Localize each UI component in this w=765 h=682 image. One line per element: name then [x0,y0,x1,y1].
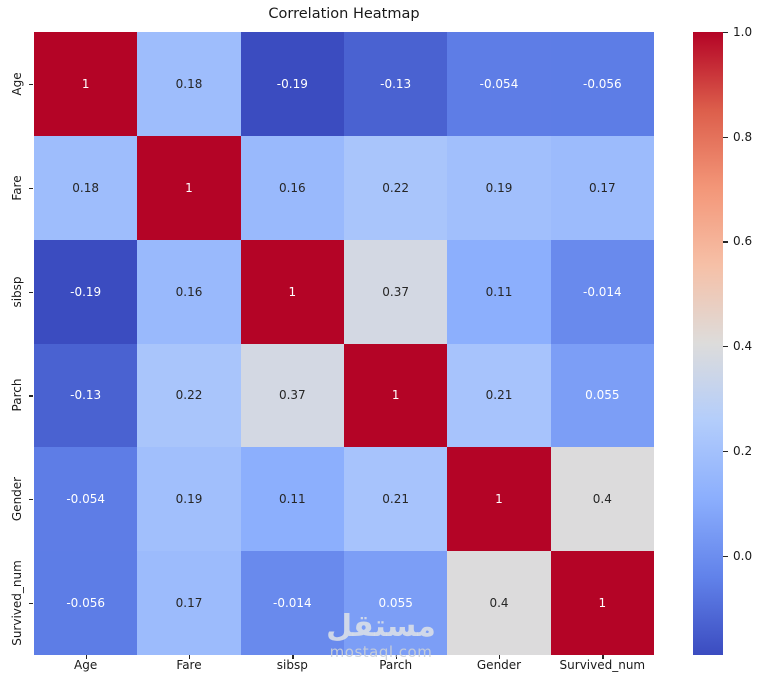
heatmap-cell: 0.16 [137,239,241,344]
heatmap-cell: 1 [34,32,138,136]
colorbar-tick-label: 0.4 [733,339,753,354]
heatmap-cell: 0.19 [447,135,551,240]
x-tick-label: sibsp [276,658,308,672]
chart-title: Correlation Heatmap [268,6,420,22]
heatmap-cell: 0.18 [137,32,241,136]
y-tick-mark [29,499,33,501]
heatmap-cell: -0.014 [550,239,654,344]
y-tick-label: sibsp [10,276,24,308]
colorbar-tick-mark [723,450,728,452]
heatmap-cell: -0.13 [344,32,448,136]
colorbar-tick-mark [723,32,728,34]
heatmap-cell: -0.056 [550,32,654,136]
colorbar-tick-mark [723,136,728,138]
heatmap-cell: -0.19 [240,32,344,136]
heatmap-cell: 0.21 [344,447,448,552]
y-tick-label: Survived_num [10,560,24,646]
x-tick-mark [85,655,87,659]
heatmap-cell: -0.13 [34,343,138,448]
x-tick-mark [395,655,397,659]
heatmap-cell: 0.17 [137,551,241,655]
x-tick-label: Fare [176,658,202,672]
heatmap-cell: 1 [550,551,654,655]
x-tick-label: Age [74,658,98,672]
x-tick-mark [499,655,501,659]
heatmap-cell: -0.056 [34,551,138,655]
colorbar-tick-mark [723,555,728,557]
x-tick-mark [292,655,294,659]
heatmap-cell: 0.16 [240,135,344,240]
colorbar [693,32,723,655]
x-tick-label: Survived_num [559,658,646,672]
heatmap-cell: -0.054 [34,447,138,552]
y-tick-label: Fare [10,175,24,201]
colorbar-tick-label: 0.2 [733,443,753,458]
colorbar-tick-mark [723,346,728,348]
heatmap-cell: 0.22 [344,135,448,240]
heatmap-cell: 0.4 [447,551,551,655]
heatmap-cell: -0.014 [240,551,344,655]
heatmap-cell: 0.11 [447,239,551,344]
colorbar-tick-label: 0.8 [733,129,753,144]
heatmap-cell: 0.37 [344,239,448,344]
y-tick-mark [29,603,33,605]
heatmap-cell: 0.19 [137,447,241,552]
y-tick-mark [29,83,33,86]
heatmap-cell: 0.37 [240,343,344,448]
heatmap-cell: 0.17 [550,135,654,240]
heatmap-cell: -0.054 [447,32,551,136]
colorbar-tick-mark [723,241,728,243]
heatmap-grid: 1 0.18 -0.19 -0.13 -0.054 -0.056 0.18 1 0.16 0.22… [34,32,654,655]
heatmap-cell: 0.055 [550,343,654,448]
y-tick-label: Age [10,72,24,96]
x-tick-label: Gender [476,658,522,672]
heatmap-cell: 1 [137,135,241,240]
heatmap-cell: 0.4 [550,447,654,552]
heatmap-cell: 0.18 [34,135,138,240]
y-tick-label: Gender [10,477,24,522]
heatmap-cell: 0.11 [240,447,344,552]
x-tick-mark [602,655,604,659]
heatmap-cell: 1 [344,343,448,448]
x-tick-label: Parch [379,658,413,672]
heatmap-cell: 0.22 [137,343,241,448]
heatmap-cell: 1 [447,447,551,552]
heatmap-cell: -0.19 [34,239,138,344]
colorbar-tick-label: 0.6 [733,234,753,249]
colorbar-tick-label: 0.0 [733,548,753,563]
heatmap-cell: 0.055 [344,551,448,655]
heatmap-cell: 1 [240,239,344,344]
heatmap-cell: 0.21 [447,343,551,448]
y-tick-mark [29,291,33,293]
y-tick-mark [29,395,33,397]
y-tick-label: Parch [10,378,24,412]
x-tick-mark [189,655,191,659]
colorbar-tick-label: 1.0 [733,25,753,39]
y-tick-mark [29,187,33,189]
